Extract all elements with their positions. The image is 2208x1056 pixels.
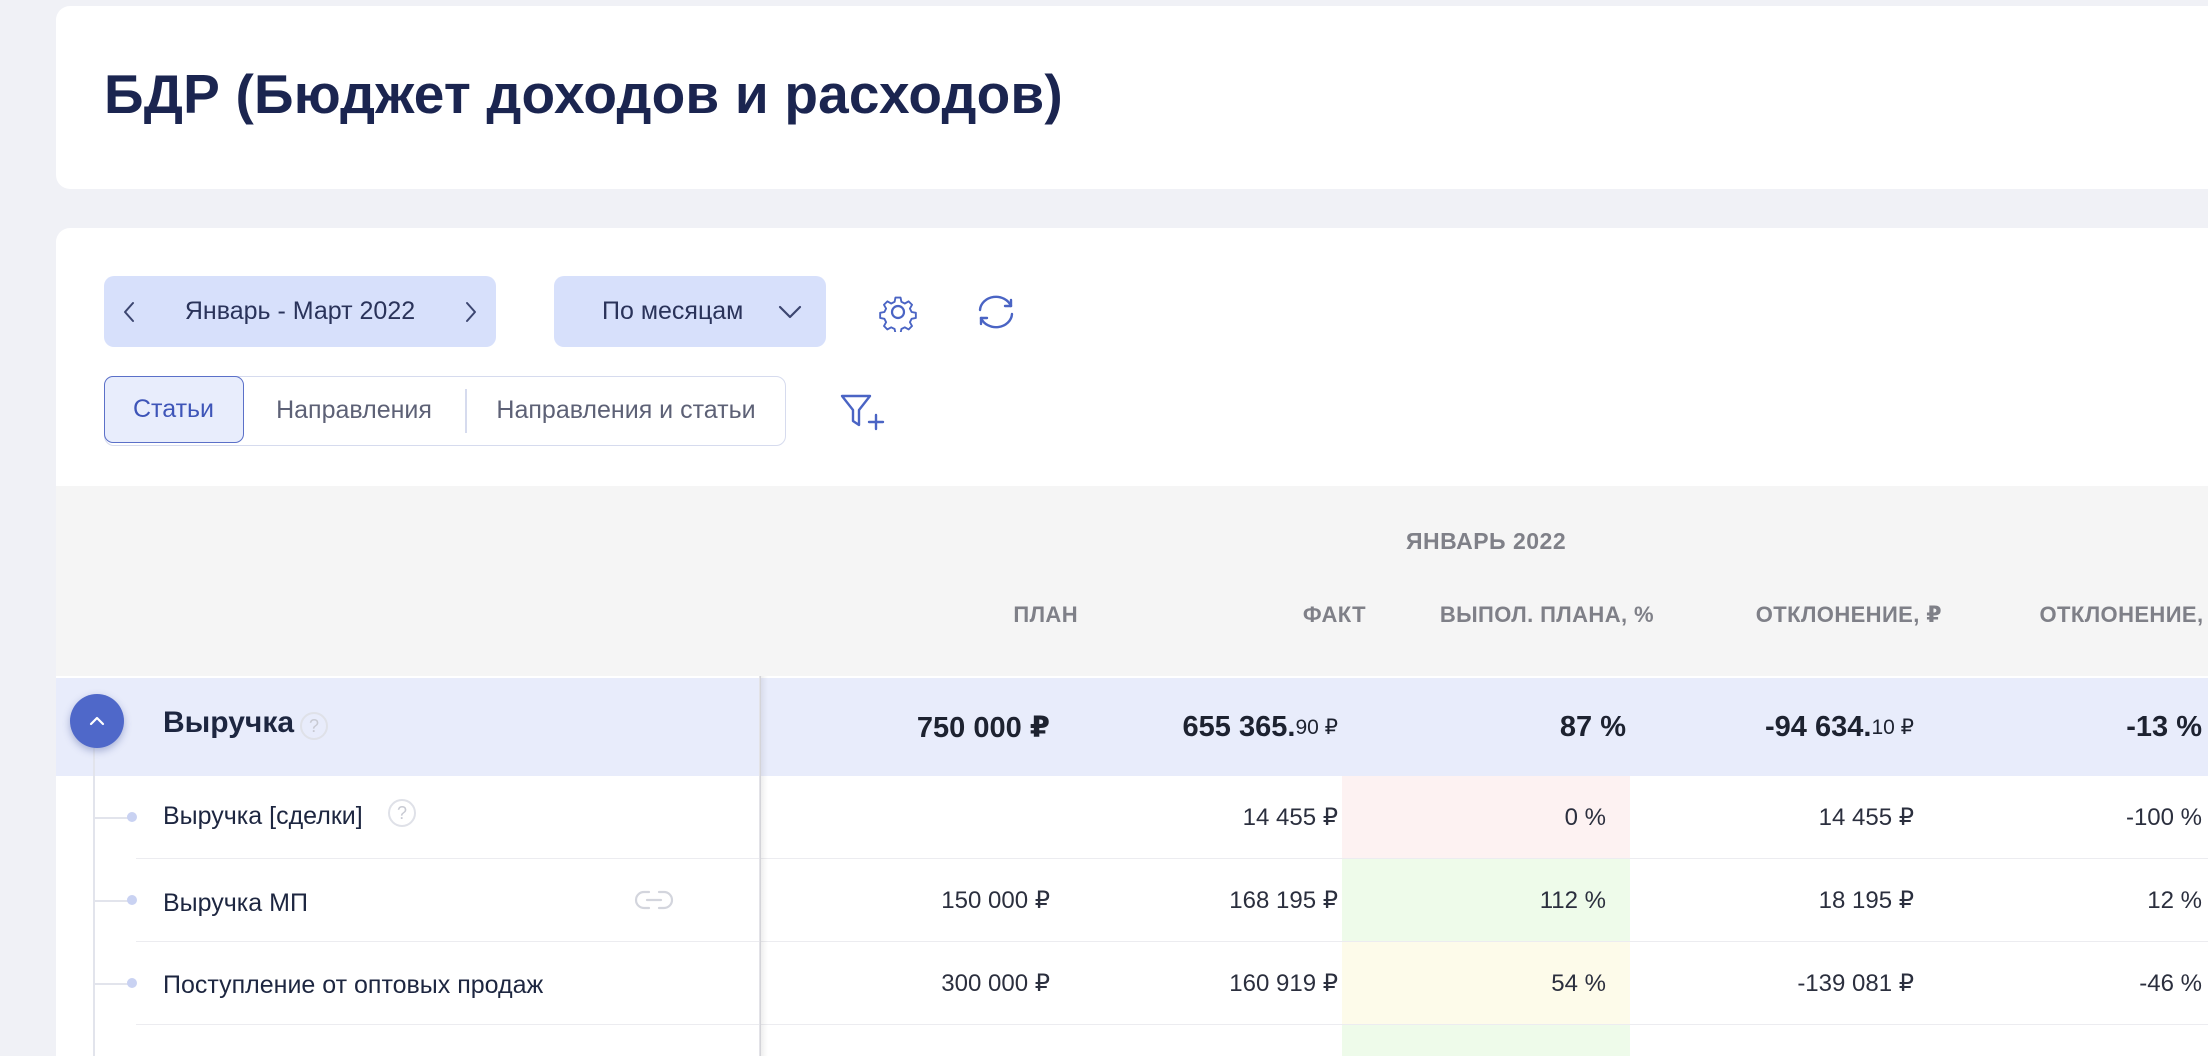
cell-fact: 14 455 ₽ <box>1242 804 1338 831</box>
column-header-completion: ВЫПОЛ. ПЛАНА, % <box>1439 602 1654 627</box>
cell-plan: 150 000 ₽ <box>941 887 1050 914</box>
cell-fact: 160 919 ₽ <box>1229 970 1338 997</box>
month-header: ЯНВАРЬ 2022 <box>1406 528 1567 554</box>
chevron-left-icon <box>124 301 134 322</box>
prev-period-button[interactable] <box>104 276 154 347</box>
chevron-down-icon <box>778 305 802 319</box>
table-header: ЯНВАРЬ 2022 ПЛАН ФАКТ ВЫПОЛ. ПЛАНА, % ОТ… <box>56 486 2208 676</box>
tree-node <box>127 812 137 822</box>
cell-deviation-pct: -46 % <box>2139 969 2202 997</box>
row-name: Выручка МП <box>163 889 308 917</box>
table-row[interactable]: Выручка [сделки] ? 14 455 ₽ 0 % 14 455 ₽… <box>56 776 2208 859</box>
chevron-up-icon <box>89 716 105 726</box>
grouping-dropdown[interactable]: По месяцам <box>554 276 826 347</box>
cell-completion: 87 % <box>1559 710 1626 743</box>
period-selector: Январь - Март 2022 <box>104 276 496 347</box>
row-name: Поступление от оптовых продаж <box>163 971 544 999</box>
column-header-deviation-rub: ОТКЛОНЕНИЕ, ₽ <box>1755 602 1942 627</box>
cell-deviation-rub: 14 455 ₽ <box>1818 804 1914 831</box>
cell-fact: 168 195 ₽ <box>1229 887 1338 914</box>
tree-branch <box>94 900 128 902</box>
report-card: Январь - Март 2022 По месяцам <box>56 228 2208 1056</box>
cell-plan <box>768 776 1074 859</box>
table-row-total[interactable]: Выручка ? 750 000 ₽ 655 365. 90 ₽ 87 % -9… <box>56 678 2208 776</box>
column-header-deviation-pct: ОТКЛОНЕНИЕ, % <box>2039 602 2208 627</box>
add-filter-button[interactable] <box>836 384 892 440</box>
chevron-right-icon <box>466 301 476 322</box>
page-title: БДР (Бюджет доходов и расходов) <box>104 63 1063 125</box>
help-icon[interactable]: ? <box>300 712 328 740</box>
row-divider <box>136 858 2208 859</box>
next-period-button[interactable] <box>446 276 496 347</box>
tab-directions[interactable]: Направления <box>276 396 432 424</box>
cell-deviation-rub: -94 634. 10 ₽ <box>1765 710 1914 743</box>
column-header-fact: ФАКТ <box>1302 602 1366 627</box>
cell-completion: 0 % <box>1342 776 1630 859</box>
budget-table: ЯНВАРЬ 2022 ПЛАН ФАКТ ВЫПОЛ. ПЛАНА, % ОТ… <box>56 486 2208 1056</box>
cell-deviation-pct: -13 % <box>2126 710 2202 743</box>
row-name: Выручка <box>163 706 295 739</box>
table-row[interactable]: Выручка МП 150 000 ₽ 168 195 ₽ 112 % 18 … <box>56 859 2208 942</box>
view-tabs: Статьи Направления Направления и статьи <box>103 375 786 446</box>
column-header-plan: ПЛАН <box>1013 602 1078 627</box>
help-icon[interactable]: ? <box>388 799 416 827</box>
cell-deviation-rub: 18 195 ₽ <box>1818 887 1914 914</box>
grouping-label: По месяцам <box>602 297 744 325</box>
tree-branch <box>94 817 128 819</box>
cell-completion: 112 % <box>1342 859 1630 942</box>
filter-add-icon <box>840 394 885 431</box>
row-divider <box>136 941 2208 942</box>
frozen-column-shadow <box>760 676 768 1056</box>
tree-line <box>93 748 95 1056</box>
frozen-column-divider <box>759 676 761 1056</box>
cell-fact: 655 365. 90 ₽ <box>1182 710 1338 743</box>
row-divider <box>136 1024 2208 1025</box>
link-icon[interactable] <box>634 887 674 918</box>
title-card: БДР (Бюджет доходов и расходов) <box>56 6 2208 189</box>
tree-branch <box>94 983 128 985</box>
cell-completion-next <box>1342 1025 1630 1056</box>
cell-plan: 750 000 ₽ <box>916 711 1050 744</box>
cell-completion: 54 % <box>1342 942 1630 1025</box>
cell-plan: 300 000 ₽ <box>941 970 1050 997</box>
refresh-button[interactable] <box>968 284 1024 340</box>
collapse-group-button[interactable] <box>70 694 124 748</box>
cell-deviation-pct: -100 % <box>2125 803 2202 831</box>
tree-node <box>127 895 137 905</box>
tab-articles[interactable]: Статьи <box>103 375 244 443</box>
tab-directions-and-articles[interactable]: Направления и статьи <box>496 396 756 424</box>
table-row[interactable]: Поступление от оптовых продаж 300 000 ₽ … <box>56 942 2208 1025</box>
tree-node <box>127 978 137 988</box>
cell-deviation-rub: -139 081 ₽ <box>1797 970 1914 997</box>
tab-separator <box>465 389 467 433</box>
cell-deviation-pct: 12 % <box>2147 886 2202 914</box>
gear-icon <box>879 296 917 332</box>
refresh-icon <box>978 295 1014 329</box>
row-name: Выручка [сделки] <box>163 802 363 830</box>
period-label[interactable]: Январь - Март 2022 <box>184 297 416 325</box>
settings-button[interactable] <box>870 284 926 340</box>
